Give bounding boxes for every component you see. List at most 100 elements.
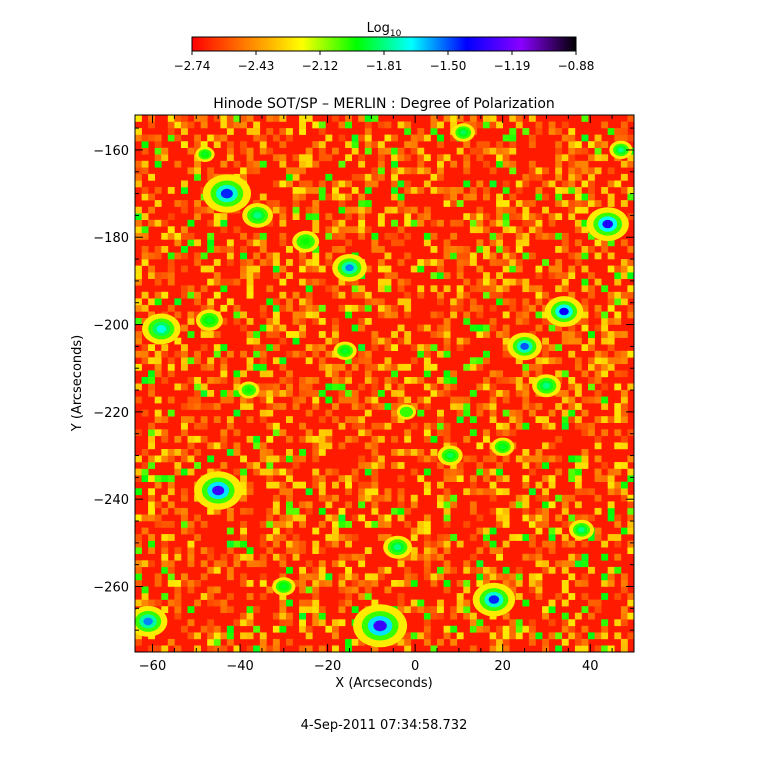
- heatmap-cell: [167, 115, 175, 122]
- heatmap-cell: [463, 409, 471, 417]
- heatmap-cell: [476, 357, 484, 365]
- heatmap-cell: [542, 193, 549, 201]
- heatmap-cell: [135, 534, 142, 541]
- heatmap-cell: [312, 344, 320, 351]
- heatmap-cell: [456, 252, 464, 260]
- heatmap-cell: [187, 455, 195, 463]
- heatmap-cell: [377, 246, 385, 253]
- heatmap-cell: [404, 429, 412, 437]
- heatmap-cell: [272, 200, 280, 207]
- heatmap-cell: [207, 246, 215, 253]
- heatmap-cell: [318, 128, 326, 135]
- heatmap-cell: [574, 638, 582, 646]
- heatmap-cell: [167, 213, 175, 220]
- heatmap-cell: [397, 383, 405, 391]
- heatmap-cell: [450, 121, 458, 129]
- heatmap-cell: [345, 115, 352, 122]
- heatmap-cell: [614, 481, 622, 489]
- heatmap-cell: [502, 475, 510, 482]
- heatmap-cell: [377, 213, 385, 220]
- heatmap-cell: [325, 540, 333, 548]
- heatmap-cell: [279, 455, 287, 463]
- heatmap-cell: [561, 612, 569, 620]
- heatmap-cell: [423, 540, 431, 548]
- heatmap-cell: [213, 291, 221, 299]
- heatmap-cell: [194, 357, 201, 365]
- heatmap-cell: [325, 226, 333, 234]
- polarization-feature: [246, 387, 252, 393]
- heatmap-cell: [181, 507, 188, 515]
- heatmap-cell: [187, 553, 195, 561]
- heatmap-cell: [391, 154, 398, 162]
- heatmap-cell: [299, 481, 306, 489]
- heatmap-cell: [423, 206, 431, 214]
- heatmap-cell: [410, 344, 418, 351]
- heatmap-cell: [574, 337, 582, 345]
- heatmap-cell: [456, 246, 464, 253]
- heatmap-cell: [404, 331, 412, 338]
- heatmap-cell: [391, 187, 398, 194]
- heatmap-cell: [305, 560, 313, 568]
- heatmap-cell: [377, 173, 385, 181]
- heatmap-cell: [443, 580, 451, 587]
- heatmap-cell: [535, 370, 543, 378]
- heatmap-cell: [194, 645, 201, 652]
- heatmap-cell: [299, 160, 306, 168]
- heatmap-cell: [417, 521, 425, 528]
- heatmap-cell: [437, 494, 444, 502]
- heatmap-cell: [364, 226, 372, 234]
- heatmap-cell: [286, 435, 293, 443]
- heatmap-cell: [299, 586, 306, 594]
- heatmap-cell: [279, 128, 287, 135]
- heatmap-cell: [391, 219, 398, 227]
- heatmap-cell: [338, 383, 346, 391]
- heatmap-cell: [469, 488, 477, 496]
- heatmap-cell: [345, 370, 352, 378]
- heatmap-cell: [502, 455, 510, 463]
- heatmap-cell: [614, 128, 622, 135]
- heatmap-cell: [515, 409, 523, 417]
- heatmap-cell: [351, 226, 359, 234]
- heatmap-cell: [423, 259, 431, 266]
- heatmap-cell: [318, 521, 326, 528]
- heatmap-cell: [627, 134, 634, 142]
- heatmap-cell: [286, 501, 293, 509]
- heatmap-cell: [377, 160, 385, 168]
- heatmap-cell: [522, 553, 530, 561]
- heatmap-cell: [299, 278, 306, 286]
- heatmap-cell: [194, 134, 201, 142]
- heatmap-cell: [135, 115, 142, 122]
- heatmap-cell: [515, 318, 523, 325]
- heatmap-cell: [502, 331, 510, 338]
- heatmap-cell: [620, 187, 628, 194]
- heatmap-cell: [627, 291, 634, 299]
- heatmap-cell: [220, 435, 228, 443]
- heatmap-cell: [607, 318, 615, 325]
- heatmap-cell: [259, 141, 267, 148]
- heatmap-cell: [469, 390, 477, 397]
- heatmap-cell: [535, 121, 543, 129]
- heatmap-cell: [391, 370, 398, 378]
- heatmap-cell: [358, 232, 366, 240]
- heatmap-cell: [627, 507, 634, 515]
- heatmap-cell: [528, 409, 536, 417]
- heatmap-cell: [430, 272, 438, 279]
- heatmap-cell: [620, 396, 628, 404]
- heatmap-cell: [292, 213, 300, 220]
- heatmap-cell: [266, 449, 274, 456]
- heatmap-cell: [371, 573, 379, 581]
- heatmap-cell: [240, 370, 247, 378]
- heatmap-cell: [259, 580, 267, 587]
- heatmap-cell: [522, 494, 530, 502]
- heatmap-cell: [318, 318, 326, 325]
- heatmap-cell: [279, 160, 287, 168]
- heatmap-cell: [312, 252, 320, 260]
- heatmap-cell: [240, 115, 247, 122]
- heatmap-cell: [226, 396, 234, 404]
- heatmap-cell: [226, 128, 234, 135]
- heatmap-cell: [259, 573, 267, 581]
- polarization-feature: [618, 147, 624, 153]
- heatmap-cell: [528, 285, 536, 293]
- heatmap-cell: [207, 455, 215, 463]
- heatmap-cell: [358, 200, 366, 207]
